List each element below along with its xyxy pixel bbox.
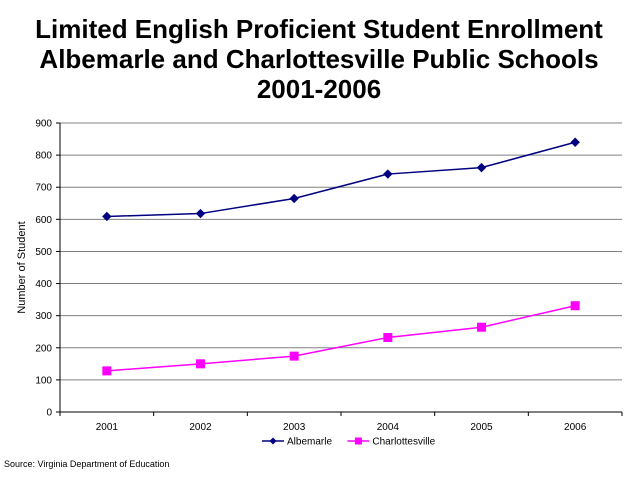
legend-marker-square	[354, 437, 362, 445]
y-tick-label: 700	[35, 183, 52, 194]
y-tick-label: 0	[46, 408, 52, 419]
y-tick-label: 400	[35, 279, 52, 290]
x-tick-label: 2002	[189, 422, 212, 433]
x-tick-label: 2005	[470, 422, 493, 433]
data-point-charlottesville	[570, 301, 580, 311]
y-tick-label: 300	[35, 311, 52, 322]
y-tick-label: 900	[35, 119, 52, 130]
x-tick-label: 2003	[283, 422, 306, 433]
data-point-albemarle	[476, 162, 487, 173]
y-tick-label: 500	[35, 247, 52, 258]
series-line-charlottesville	[106, 304, 576, 372]
data-point-albemarle	[383, 169, 393, 179]
y-tick-label: 200	[35, 343, 52, 354]
legend-marker-diamond	[269, 437, 277, 445]
x-tick-label: 2006	[564, 422, 587, 433]
series-line-albemarle	[106, 141, 576, 218]
data-point-albemarle	[195, 208, 206, 219]
y-tick-label: 600	[35, 215, 52, 226]
data-point-charlottesville	[102, 366, 112, 376]
data-point-charlottesville	[383, 333, 393, 343]
y-axis-label: Number of Student	[16, 221, 28, 313]
chart-title-line-1: Limited English Proficient Student Enrol…	[35, 14, 603, 44]
x-tick-label: 2004	[377, 422, 400, 433]
data-point-albemarle	[570, 137, 580, 147]
chart-title: Limited English Proficient Student Enrol…	[0, 14, 638, 104]
legend-label: Albemarle	[287, 437, 332, 448]
data-point-charlottesville	[477, 322, 486, 332]
data-point-charlottesville	[196, 359, 205, 369]
chart-title-line-3: 2001-2006	[256, 74, 382, 104]
data-point-albemarle	[289, 193, 299, 204]
legend-label: Charlottesville	[372, 437, 435, 448]
legend: Albemarle Charlottesville	[262, 437, 436, 448]
source-note: Source: Virginia Department of Education	[4, 459, 170, 469]
data-point-charlottesville	[289, 351, 299, 361]
y-tick-label: 100	[35, 375, 52, 386]
y-tick-label: 800	[35, 151, 52, 162]
chart-title-line-2: Albemarle and Charlottesville Public Sch…	[39, 44, 599, 74]
x-tick-label: 2001	[96, 422, 119, 433]
data-point-albemarle	[102, 211, 112, 222]
